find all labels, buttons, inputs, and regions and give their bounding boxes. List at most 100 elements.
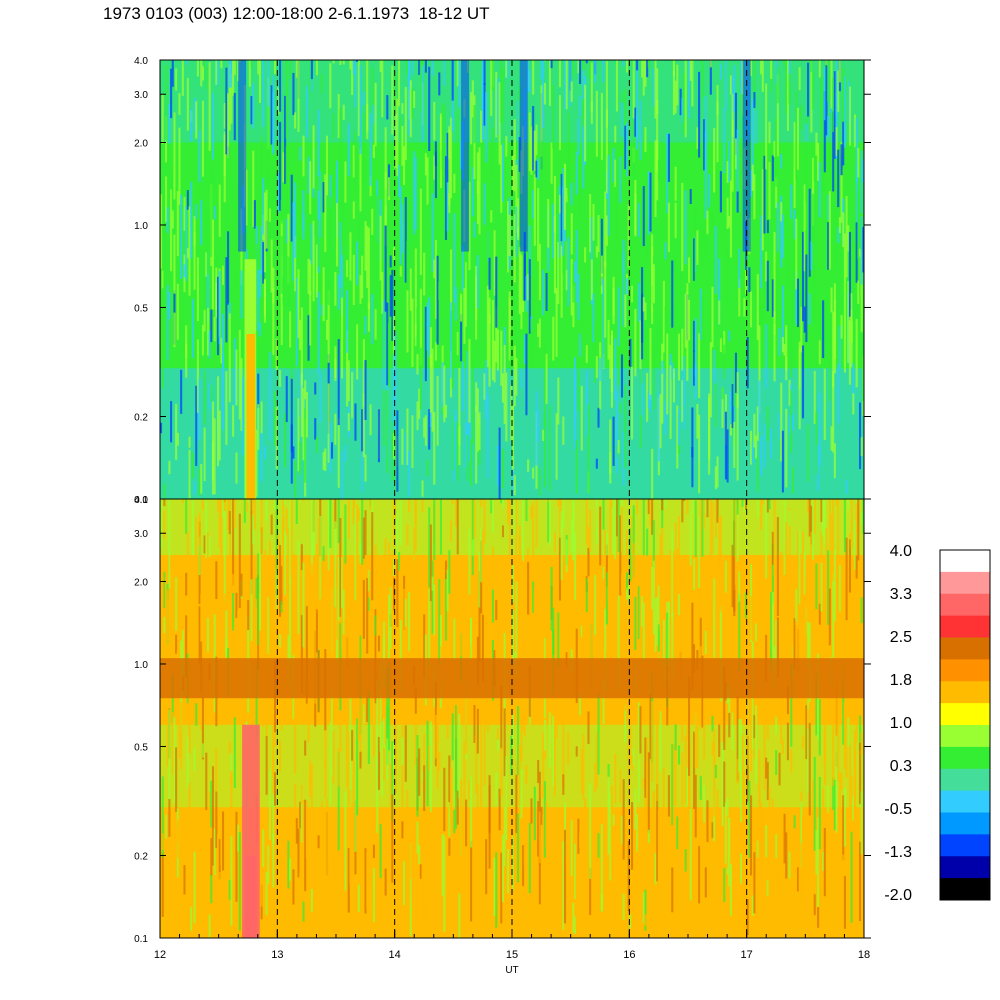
upper-heat-cell xyxy=(475,265,478,340)
lower-heat-cell xyxy=(800,843,803,901)
lower-heat-cell xyxy=(691,602,694,691)
upper-heat-cell xyxy=(771,155,774,182)
upper-heat-cell xyxy=(840,142,843,223)
upper-heat-cell xyxy=(364,454,367,482)
upper-heat-cell xyxy=(230,74,233,124)
lower-heat-cell xyxy=(218,499,221,548)
upper-heat-cell xyxy=(592,331,595,368)
upper-heat-cell xyxy=(325,135,329,196)
upper-heat-cell xyxy=(443,60,446,86)
upper-heat-cell xyxy=(721,387,724,400)
lower-heat-cell xyxy=(243,499,246,523)
lower-heat-cell xyxy=(838,564,841,612)
upper-heat-cell xyxy=(699,217,702,258)
lower-heat-cell xyxy=(426,761,429,858)
upper-heat-cell xyxy=(329,175,332,208)
lower-heat-cell xyxy=(850,831,853,923)
lower-heat-cell xyxy=(761,499,764,505)
lower-heat-cell xyxy=(625,530,629,556)
upper-heat-cell xyxy=(468,420,471,461)
upper-heat-cell xyxy=(639,320,642,370)
lower-heat-cell xyxy=(818,603,821,625)
lower-heat-cell xyxy=(503,708,506,777)
lower-heat-cell xyxy=(344,791,347,891)
lower-heat-cell xyxy=(641,612,644,645)
upper-heat-cell xyxy=(552,85,555,141)
lower-heat-cell xyxy=(703,785,706,823)
upper-heat-cell xyxy=(282,152,285,183)
lower-heat-cell xyxy=(505,892,508,915)
upper-heat-cell xyxy=(218,410,221,461)
upper-heat-cell xyxy=(651,448,654,499)
lower-heat-cell xyxy=(414,688,417,714)
lower-heat-cell xyxy=(392,559,396,576)
lower-heat-cell xyxy=(610,499,613,508)
lower-heat-cell xyxy=(320,563,323,641)
lower-heat-cell xyxy=(290,499,293,575)
lower-heat-cell xyxy=(671,867,674,913)
upper-heat-cell xyxy=(719,63,722,80)
upper-heat-cell xyxy=(262,240,265,284)
upper-heat-cell xyxy=(387,323,391,387)
upper-heat-cell xyxy=(433,411,436,485)
lower-heat-cell xyxy=(351,845,354,884)
lower-heat-cell xyxy=(356,718,359,816)
lower-heat-cell xyxy=(377,736,380,790)
upper-heat-cell xyxy=(523,334,526,364)
lower-heat-cell xyxy=(817,817,820,907)
upper-heat-cell xyxy=(545,272,548,311)
upper-heat-cell xyxy=(699,288,702,340)
lower-heat-cell xyxy=(620,573,624,592)
upper-heat-cell xyxy=(681,380,684,422)
lower-heat-cell xyxy=(599,506,602,566)
lower-heat-cell xyxy=(830,513,833,559)
upper-heat-cell xyxy=(252,83,255,129)
upper-heat-cell xyxy=(823,368,826,440)
upper-heat-cell xyxy=(540,140,543,199)
lower-heat-cell xyxy=(731,544,734,608)
lower-heat-cell xyxy=(649,499,652,527)
lower-heat-cell xyxy=(750,596,753,641)
upper-heat-cell xyxy=(297,398,300,472)
lower-heat-cell xyxy=(173,887,176,910)
upper-heat-cell xyxy=(280,236,283,294)
upper-heat-cell xyxy=(647,60,650,68)
upper-heat-cell xyxy=(265,189,268,249)
lower-heat-cell xyxy=(801,815,805,857)
upper-heat-cell xyxy=(750,60,753,77)
upper-heat-cell xyxy=(500,144,503,213)
lower-heat-cell xyxy=(434,714,437,759)
upper-heat-cell xyxy=(305,391,308,438)
upper-heat-cell xyxy=(565,241,568,270)
upper-heat-cell xyxy=(337,339,340,426)
upper-heat-cell xyxy=(257,60,260,75)
upper-heat-cell xyxy=(756,406,759,441)
lower-heat-cell xyxy=(755,623,758,642)
upper-heat-cell xyxy=(389,255,392,268)
lower-heat-cell xyxy=(607,571,610,602)
lower-heat-cell xyxy=(299,801,302,829)
upper-heat-cell xyxy=(780,202,783,222)
lower-heat-cell xyxy=(453,809,456,834)
upper-heat-cell xyxy=(495,71,498,138)
upper-heat-cell xyxy=(563,60,567,110)
lower-heat-cell xyxy=(711,715,714,732)
upper-heat-cell xyxy=(627,204,630,268)
upper-heat-cell xyxy=(506,201,510,273)
lower-heat-cell xyxy=(215,561,218,600)
lower-heat-cell xyxy=(614,754,617,804)
lower-heat-cell xyxy=(330,577,334,656)
upper-heat-cell xyxy=(515,358,518,396)
upper-heat-cell xyxy=(515,164,518,233)
lower-heat-cell xyxy=(771,798,774,817)
upper-heat-cell xyxy=(599,357,602,382)
upper-heat-cell xyxy=(394,91,397,169)
lower-heat-cell xyxy=(346,620,349,693)
upper-heat-cell xyxy=(574,261,577,283)
lower-heat-cell xyxy=(542,732,545,800)
upper-heat-cell xyxy=(384,171,387,226)
lower-heat-cell xyxy=(495,621,498,675)
upper-heat-cell xyxy=(540,60,543,80)
upper-heat-cell xyxy=(701,294,704,344)
upper-heat-cell xyxy=(332,60,335,64)
